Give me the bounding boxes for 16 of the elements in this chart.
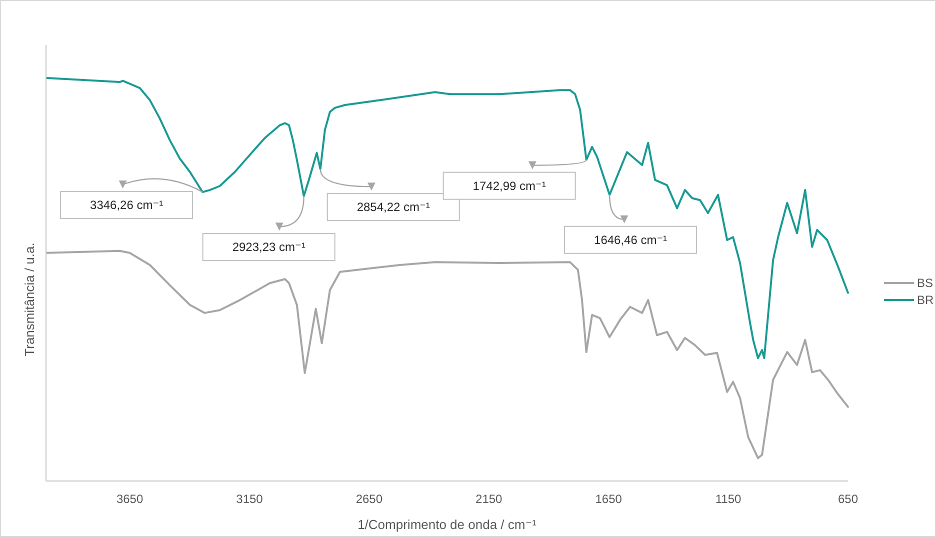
x-tick-label: 650: [838, 492, 858, 506]
annotation: 3346,26 cm⁻¹: [90, 198, 164, 212]
x-tick-label: 1150: [715, 492, 742, 506]
annotation: 2923,23 cm⁻¹: [232, 240, 306, 254]
annotation: 2854,22 cm⁻¹: [356, 200, 430, 214]
x-axis-title: 1/Comprimento de onda / cm⁻¹: [358, 517, 538, 532]
x-tick-label: 3150: [236, 492, 264, 506]
x-tick-label: 3650: [116, 492, 144, 506]
x-tick-label: 2150: [476, 492, 503, 506]
y-axis-title: Transmitância / u.a.: [22, 242, 37, 356]
annotation: 1742,99 cm⁻¹: [472, 178, 546, 193]
x-tick-label: 2650: [356, 492, 383, 506]
annotation: 1646,46 cm⁻¹: [594, 232, 668, 247]
legend-label: BR: [917, 293, 934, 307]
x-tick-label: 1650: [595, 492, 622, 506]
legend-label: BS: [917, 276, 934, 290]
